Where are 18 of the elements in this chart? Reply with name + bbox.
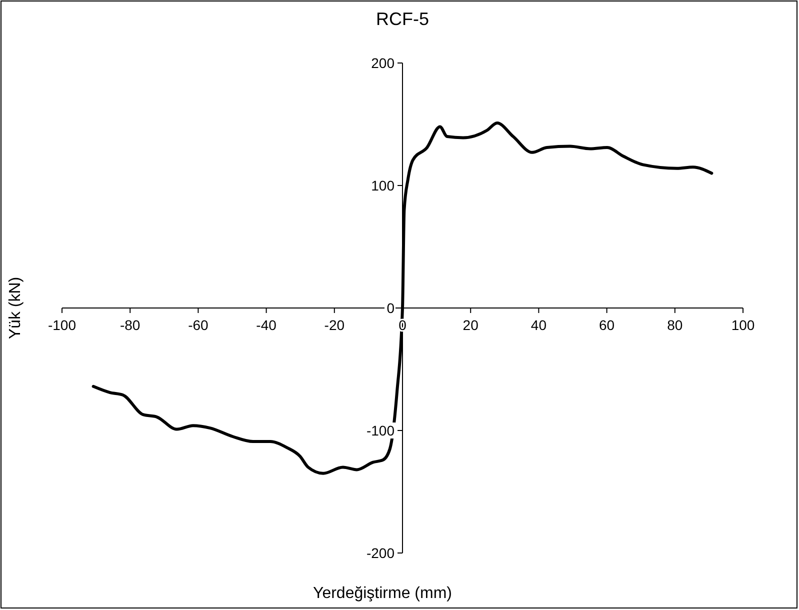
x-axis-title: Yerdeğiştirme (mm) [313, 585, 452, 602]
y-tick-label: 0 [386, 300, 395, 316]
x-tick-label: -100 [48, 317, 76, 333]
x-tick-label: -40 [256, 317, 277, 333]
x-tick-label: 80 [667, 317, 683, 333]
x-tick-label: 60 [599, 317, 615, 333]
x-tick-label: -80 [120, 317, 140, 333]
y-tick-label: -200 [366, 545, 395, 561]
x-tick-label: 100 [731, 317, 755, 333]
x-tick-label: -60 [188, 317, 209, 333]
x-tick-label: 20 [462, 317, 479, 333]
y-tick-label: 100 [371, 178, 395, 194]
y-axis-title: Yük (kN) [7, 276, 24, 340]
x-tick-label: 40 [530, 317, 547, 333]
y-tick-label: -100 [366, 422, 395, 438]
y-tick-label: 200 [371, 55, 395, 71]
x-tick-label: -20 [324, 317, 345, 333]
chart-title: RCF-5 [376, 9, 429, 29]
